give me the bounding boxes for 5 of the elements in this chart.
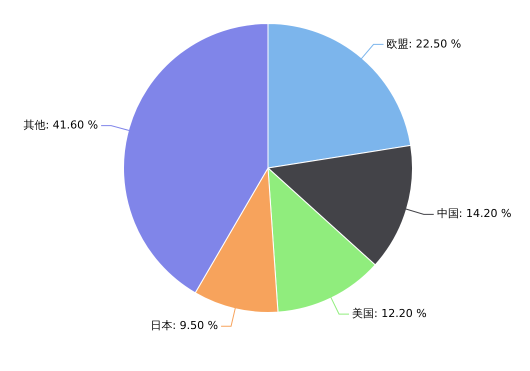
slice-label: 中国: 14.20 % — [436, 207, 512, 220]
slice-label: 其他: 41.60 % — [23, 118, 98, 132]
slice-label: 日本: 9.50 % — [150, 319, 218, 332]
slice-label: 美国: 12.20 % — [352, 307, 427, 320]
slice-label: 欧盟: 22.50 % — [386, 37, 462, 50]
